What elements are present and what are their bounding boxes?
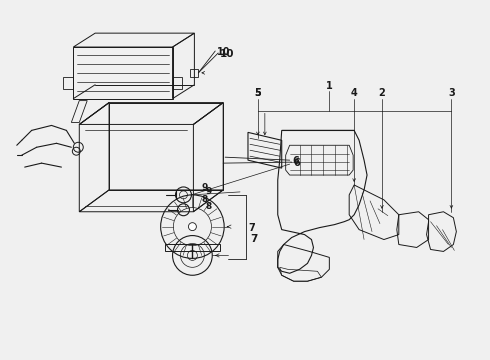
Text: 9: 9 (201, 184, 208, 193)
Circle shape (189, 223, 196, 231)
Text: 5: 5 (254, 88, 261, 98)
Text: 7: 7 (248, 222, 255, 233)
Text: 5: 5 (254, 88, 261, 98)
Text: 7: 7 (250, 234, 257, 244)
Text: 8: 8 (201, 195, 208, 204)
Text: 6: 6 (294, 158, 300, 168)
Text: 4: 4 (351, 88, 358, 98)
Text: 1: 1 (326, 81, 333, 91)
Text: 10: 10 (220, 49, 235, 59)
Text: 8: 8 (205, 202, 212, 211)
Text: 6: 6 (293, 156, 299, 166)
Text: 10: 10 (217, 47, 231, 57)
Text: 9: 9 (205, 188, 212, 197)
Text: 3: 3 (448, 88, 455, 98)
Text: 2: 2 (379, 88, 385, 98)
